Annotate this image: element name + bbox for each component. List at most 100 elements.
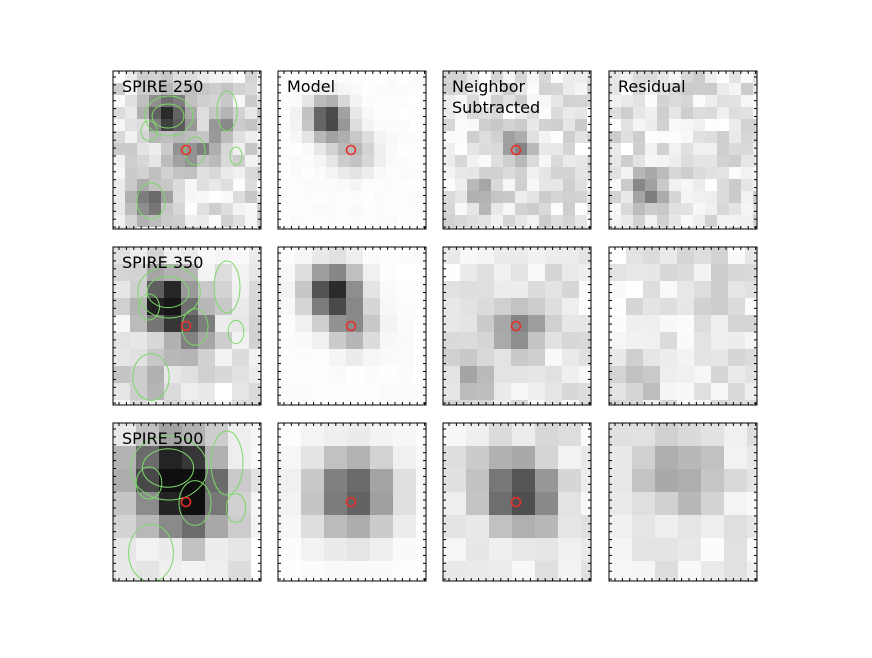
- pixel: [563, 215, 576, 228]
- pixel: [324, 538, 348, 562]
- pixel: [422, 203, 426, 216]
- pixel: [745, 281, 757, 299]
- contour: [229, 146, 243, 166]
- pixel: [380, 247, 398, 265]
- pixel: [228, 469, 252, 493]
- pixel: [528, 298, 546, 316]
- pixel: [197, 215, 210, 228]
- pixel: [693, 167, 706, 180]
- pixel: [669, 119, 682, 132]
- pixel: [290, 179, 303, 192]
- pixel: [705, 155, 718, 168]
- pixel: [503, 179, 516, 192]
- pixel: [215, 332, 233, 350]
- pixel: [563, 119, 576, 132]
- pixel: [563, 203, 576, 216]
- pixel: [587, 95, 591, 108]
- pixel: [233, 155, 246, 168]
- pixel: [753, 191, 757, 204]
- pixel: [563, 191, 576, 204]
- pixel: [301, 492, 325, 516]
- pixel: [717, 119, 730, 132]
- pixel: [528, 332, 546, 350]
- pixel: [705, 167, 718, 180]
- pixel: [159, 492, 183, 516]
- pixel: [479, 155, 492, 168]
- pixel: [161, 131, 174, 144]
- panel-frame: [442, 70, 592, 230]
- pixel: [350, 155, 363, 168]
- pixel: [362, 227, 375, 229]
- pixel: [528, 349, 546, 367]
- pixel: [494, 366, 512, 384]
- pixel: [443, 492, 467, 516]
- pixel: [209, 83, 222, 96]
- pixel: [643, 281, 661, 299]
- pixel: [491, 71, 504, 84]
- pixel: [312, 349, 330, 367]
- pixel: [278, 298, 296, 316]
- pixel: [681, 131, 694, 144]
- pixel: [563, 227, 576, 229]
- pixel: [705, 215, 718, 228]
- pixel: [753, 179, 757, 192]
- pixel: [443, 203, 456, 216]
- pixel: [113, 167, 126, 180]
- pixel: [380, 332, 398, 350]
- pixel: [350, 215, 363, 228]
- pixel: [398, 203, 411, 216]
- pixel: [422, 143, 426, 156]
- pixel: [479, 167, 492, 180]
- pixel: [314, 155, 327, 168]
- pixel: [164, 366, 182, 384]
- pixel: [443, 247, 461, 265]
- pixel: [467, 83, 480, 96]
- pixel: [302, 143, 315, 156]
- pixel: [164, 281, 182, 299]
- pixel: [717, 179, 730, 192]
- pixel: [693, 83, 706, 96]
- pixel: [494, 383, 512, 401]
- pixel: [677, 332, 695, 350]
- pixel: [380, 383, 398, 401]
- pixel: [290, 83, 303, 96]
- pixel: [745, 349, 757, 367]
- pixel: [728, 349, 746, 367]
- pixel: [669, 179, 682, 192]
- pixel: [467, 95, 480, 108]
- pixel: [511, 332, 529, 350]
- contour: [213, 260, 241, 314]
- pixel: [164, 383, 182, 401]
- pixel: [633, 119, 646, 132]
- pixel: [346, 383, 364, 401]
- pixel: [185, 71, 198, 84]
- pixel: [562, 281, 580, 299]
- pixel: [228, 446, 252, 470]
- pixel: [363, 281, 381, 299]
- pixel: [729, 191, 742, 204]
- pixel: [645, 95, 658, 108]
- pixel: [753, 95, 757, 108]
- pixel: [197, 203, 210, 216]
- pixel: [443, 561, 467, 581]
- pixel: [515, 191, 528, 204]
- pixel: [655, 538, 679, 562]
- pixel: [350, 83, 363, 96]
- pixel: [747, 469, 757, 493]
- pixel: [113, 366, 131, 384]
- panel: [277, 70, 427, 230]
- pixel: [460, 247, 478, 265]
- pixel: [173, 83, 186, 96]
- pixel: [609, 203, 622, 216]
- pixel: [701, 515, 725, 539]
- source-marker: [345, 144, 357, 156]
- pixel: [551, 143, 564, 156]
- pixel: [245, 119, 258, 132]
- pixel: [422, 215, 426, 228]
- pixel: [209, 131, 222, 144]
- pixel: [503, 83, 516, 96]
- pixel: [159, 446, 183, 470]
- pixel: [416, 538, 426, 562]
- pixel: [609, 107, 622, 120]
- pixel: [535, 423, 559, 447]
